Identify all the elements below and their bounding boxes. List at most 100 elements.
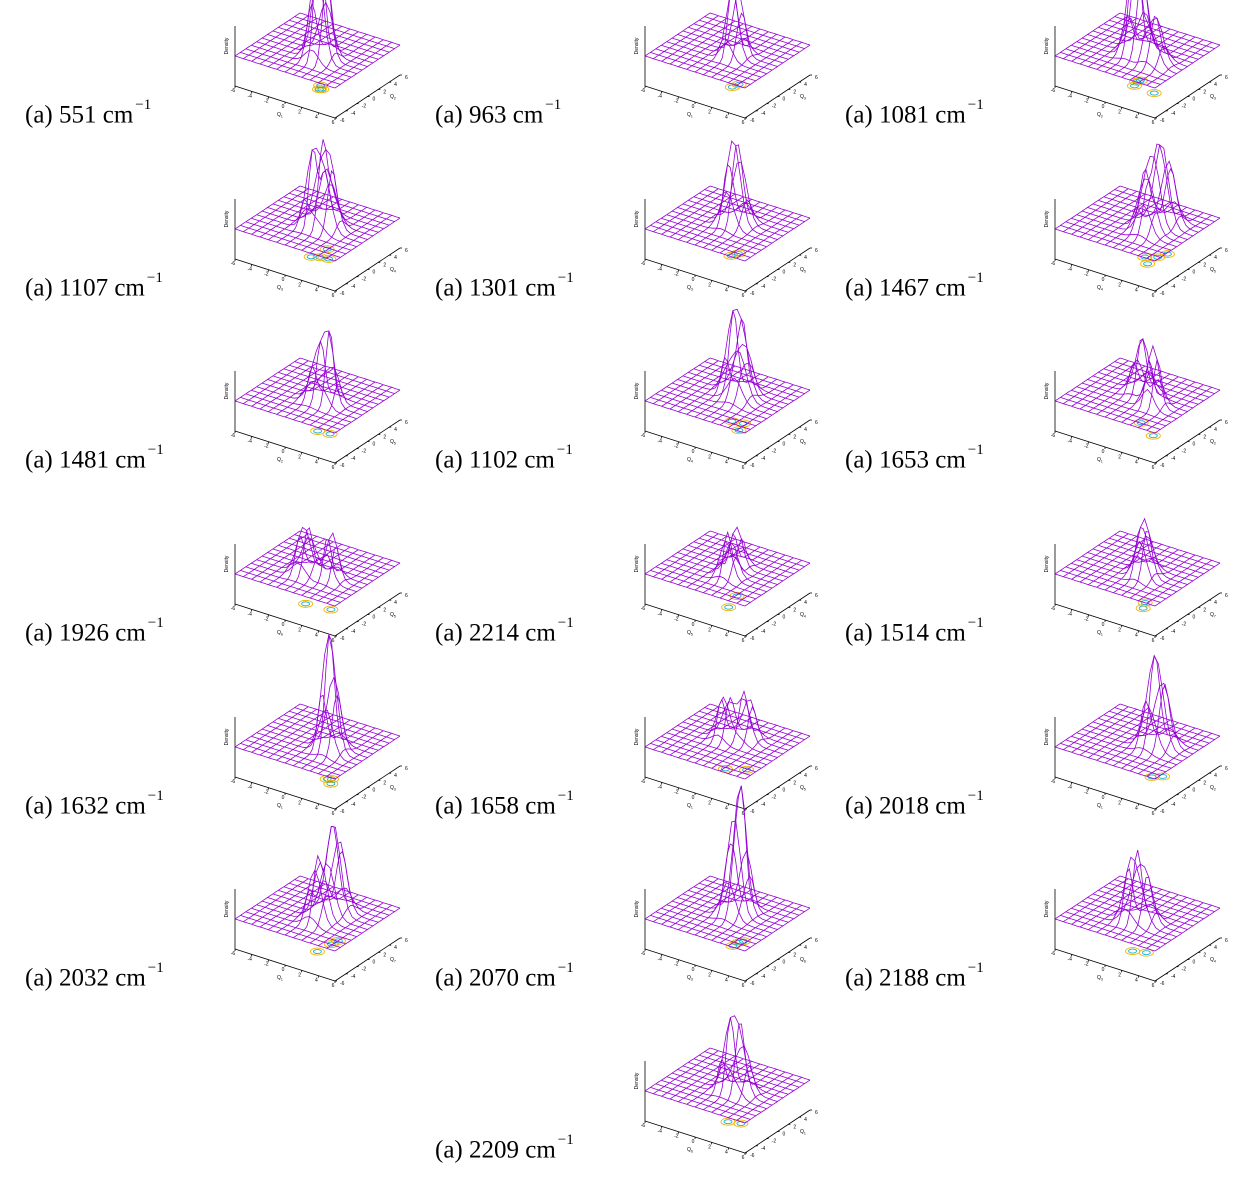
- mesh-line: [678, 369, 743, 412]
- x-tick-label: -6: [231, 261, 236, 267]
- caption-exponent: −1: [968, 960, 984, 976]
- mesh-line: [1098, 27, 1198, 59]
- y-axis-index: 1: [804, 1132, 806, 1136]
- x-tick-label: 4: [1135, 633, 1138, 639]
- mesh-line: [277, 26, 342, 69]
- x-tick-label: -2: [1084, 272, 1089, 278]
- mesh-line: [661, 1080, 761, 1112]
- mesh-line: [705, 1052, 805, 1084]
- mesh-line: [289, 538, 389, 570]
- x-tick-label: 2: [298, 282, 301, 288]
- y-tick-label: -4: [351, 284, 356, 290]
- y-tick-label: 4: [804, 1117, 807, 1123]
- contour: [307, 255, 315, 259]
- y-axis-label: Q2: [390, 94, 396, 101]
- y-tick-label: 6: [405, 75, 408, 81]
- mesh-line: [683, 699, 783, 754]
- y-tick-label: -2: [772, 277, 777, 283]
- mesh-line: [1082, 0, 1182, 70]
- x-tick-label: 6: [332, 293, 335, 299]
- caption-exponent: −1: [148, 788, 164, 804]
- caption: (a) 1653 cm: [845, 447, 966, 474]
- x-tick-label: -4: [247, 93, 252, 99]
- contour: [1144, 262, 1152, 266]
- y-tick-label: -6: [340, 118, 345, 124]
- x-tick-label: 2: [708, 972, 711, 978]
- y-tick-label: -6: [1160, 636, 1165, 642]
- y-tick-label: 0: [373, 270, 376, 276]
- y-tick-label: -6: [1160, 291, 1165, 297]
- caption: (a) 1632 cm: [25, 793, 146, 820]
- y-tick-label: -2: [772, 449, 777, 455]
- mesh-line: [318, 903, 383, 946]
- mesh-line: [310, 900, 375, 943]
- x-tick-label: 0: [692, 795, 695, 801]
- z-axis-label: Density: [634, 555, 640, 572]
- x-tick-label: 2: [298, 800, 301, 806]
- x-tick-label: 6: [742, 465, 745, 471]
- x-axis-index: 1: [691, 115, 693, 119]
- y-axis-index: 3: [804, 97, 806, 101]
- mesh-line: [1115, 535, 1215, 567]
- x-tick-label: 6: [332, 811, 335, 817]
- y-tick-label: -6: [750, 291, 755, 297]
- caption-exponent: −1: [558, 1132, 574, 1148]
- mesh-line: [327, 733, 392, 776]
- x-tick-label: 0: [1102, 277, 1105, 283]
- x-tick-label: -6: [641, 1123, 646, 1129]
- y-tick-label: -2: [362, 795, 367, 801]
- y-tick-label: 2: [1203, 89, 1206, 95]
- y-tick-label: -2: [1182, 622, 1187, 628]
- mesh-line: [268, 553, 368, 585]
- x-tick-label: 4: [315, 806, 318, 812]
- z-axis-label: Density: [224, 900, 230, 917]
- mesh-line: [285, 720, 350, 763]
- caption: (a) 2209 cm: [435, 1137, 556, 1164]
- y-tick-label: 4: [804, 255, 807, 261]
- y-tick-label: 6: [815, 1110, 818, 1116]
- x-tick-label: 0: [692, 1139, 695, 1145]
- z-axis-label: Density: [634, 900, 640, 917]
- y-tick-label: 4: [1214, 945, 1217, 951]
- z-axis-label: Density: [1044, 555, 1050, 572]
- y-axis-label: Q5: [390, 439, 396, 446]
- y-tick-label: 2: [793, 262, 796, 268]
- y-axis-index: 3: [394, 788, 396, 792]
- caption-exponent: −1: [148, 442, 164, 458]
- y-tick-label: 2: [383, 434, 386, 440]
- x-tick-label: -6: [231, 779, 236, 785]
- x-tick-label: -2: [1084, 444, 1089, 450]
- y-tick-label: -2: [772, 795, 777, 801]
- y-tick-label: -2: [1182, 449, 1187, 455]
- x-axis-label: Q6: [277, 630, 283, 637]
- surface-plot: Density-6-6-4-4-2-200224466Q2Q5: [224, 331, 408, 471]
- y-axis-index: 2: [1214, 788, 1216, 792]
- z-axis-label: Density: [634, 1072, 640, 1089]
- caption-exponent: −1: [148, 615, 164, 631]
- x-axis-index: 1: [1101, 806, 1103, 810]
- mesh-line: [710, 186, 810, 218]
- x-tick-label: -6: [1051, 88, 1056, 94]
- mesh-line: [295, 880, 395, 912]
- x-tick-label: -4: [657, 1128, 662, 1134]
- y-tick-label: 0: [783, 615, 786, 621]
- y-axis-label: Q4: [1210, 957, 1216, 964]
- z-axis-label: Density: [634, 728, 640, 745]
- y-tick-label: 6: [1225, 420, 1228, 426]
- y-tick-label: 0: [1193, 97, 1196, 103]
- y-tick-label: 2: [1203, 607, 1206, 613]
- mesh-line: [678, 1046, 778, 1102]
- x-tick-label: -6: [641, 433, 646, 439]
- y-tick-label: 6: [815, 248, 818, 254]
- contour: [1126, 948, 1140, 955]
- y-tick-label: -4: [1171, 974, 1176, 980]
- x-axis-label: Q3: [687, 975, 693, 982]
- mesh-line: [712, 1024, 777, 1112]
- contour: [1139, 606, 1147, 610]
- x-tick-label: -4: [657, 438, 662, 444]
- caption-exponent: −1: [147, 270, 163, 286]
- caption: (a) 551 cm: [25, 102, 134, 129]
- x-tick-label: 4: [1135, 115, 1138, 121]
- x-tick-label: -4: [247, 956, 252, 962]
- mesh-line: [699, 20, 799, 52]
